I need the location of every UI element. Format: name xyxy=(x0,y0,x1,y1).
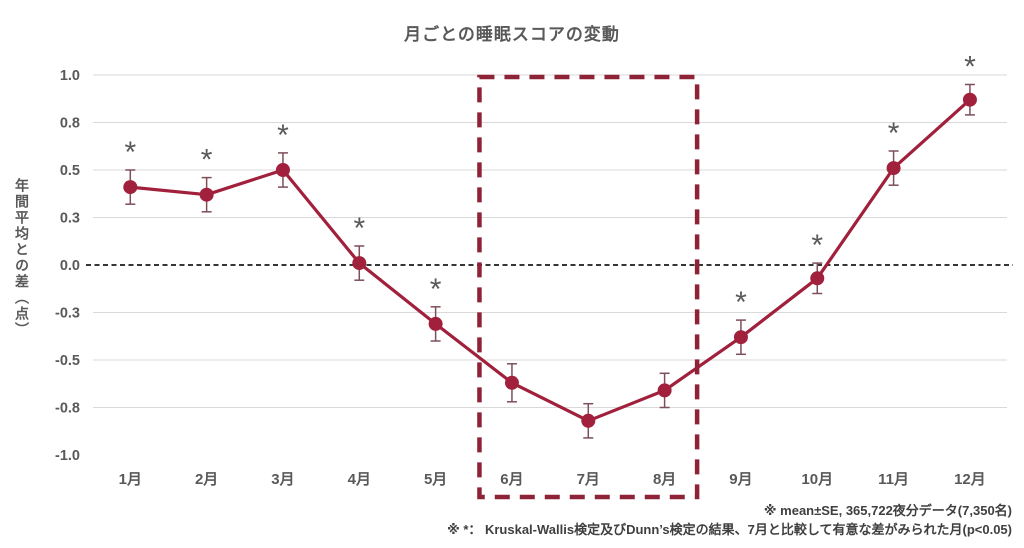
x-tick-label: 7月 xyxy=(577,471,600,488)
significance-asterisk-icon: * xyxy=(811,229,823,262)
significance-asterisk-icon: * xyxy=(964,51,976,84)
data-point xyxy=(657,383,672,398)
data-point xyxy=(123,180,138,195)
data-point xyxy=(581,413,596,428)
y-axis-title: 年間平均との差（点） xyxy=(14,178,30,338)
footnote-significance: ※ *： Kruskal-Wallis検定及びDunn’s検定の結果、7月と比較… xyxy=(447,522,1012,537)
significance-asterisk-icon: * xyxy=(353,212,365,245)
data-point xyxy=(962,92,977,107)
y-tick-label: 0.5 xyxy=(60,163,80,179)
data-point xyxy=(199,187,214,202)
y-tick-label: -0.8 xyxy=(55,401,80,417)
y-tick-label: 1.0 xyxy=(60,68,80,84)
significance-asterisk-icon: * xyxy=(201,144,213,177)
significance-asterisk-icon: * xyxy=(735,286,747,319)
data-point xyxy=(275,163,290,177)
significance-asterisk-icon: * xyxy=(124,136,136,169)
y-tick-label: -1.0 xyxy=(55,448,80,464)
x-tick-label: 6月 xyxy=(500,471,523,488)
x-tick-label: 5月 xyxy=(424,471,447,488)
data-point xyxy=(504,375,519,390)
x-tick-label: 9月 xyxy=(729,471,752,488)
data-point xyxy=(810,271,825,286)
x-tick-label: 1月 xyxy=(119,471,142,488)
y-tick-label: 0.0 xyxy=(60,258,80,274)
significance-asterisk-icon: * xyxy=(888,117,900,150)
footnote-sample-size: ※ mean±SE, 365,722夜分データ(7,350名) xyxy=(763,503,1012,518)
highlight-box xyxy=(477,74,700,500)
significance-asterisk-icon: * xyxy=(277,119,289,152)
data-point xyxy=(886,161,901,176)
x-tick-label: 11月 xyxy=(878,471,909,488)
x-tick-label: 3月 xyxy=(271,471,294,488)
data-line xyxy=(128,98,972,423)
data-point xyxy=(352,256,367,271)
y-tick-label: -0.3 xyxy=(55,306,80,322)
x-tick-label: 2月 xyxy=(195,471,218,488)
x-tick-label: 10月 xyxy=(801,471,833,488)
y-tick-label: 0.8 xyxy=(60,116,80,132)
data-point xyxy=(428,316,443,331)
footnotes: ※ mean±SE, 365,722夜分データ(7,350名) ※ *： Kru… xyxy=(447,501,1012,539)
y-tick-label: 0.3 xyxy=(60,211,80,227)
significance-asterisk-icon: * xyxy=(430,273,442,306)
x-tick-label: 8月 xyxy=(653,471,676,488)
x-tick-label: 4月 xyxy=(348,471,371,488)
x-tick-label: 12月 xyxy=(954,471,986,488)
chart-title: 月ごとの睡眠スコアの変動 xyxy=(404,25,620,44)
y-tick-label: -0.5 xyxy=(55,353,80,369)
data-point xyxy=(733,330,748,345)
